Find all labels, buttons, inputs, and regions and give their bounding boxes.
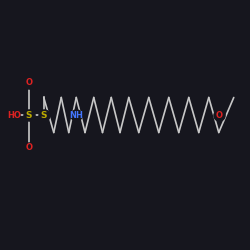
Text: O: O <box>25 143 32 152</box>
Text: HO: HO <box>7 110 21 120</box>
Text: S: S <box>26 110 32 120</box>
Text: O: O <box>215 110 222 120</box>
Text: NH: NH <box>69 110 83 120</box>
Text: O: O <box>25 78 32 87</box>
Text: S: S <box>40 110 47 120</box>
